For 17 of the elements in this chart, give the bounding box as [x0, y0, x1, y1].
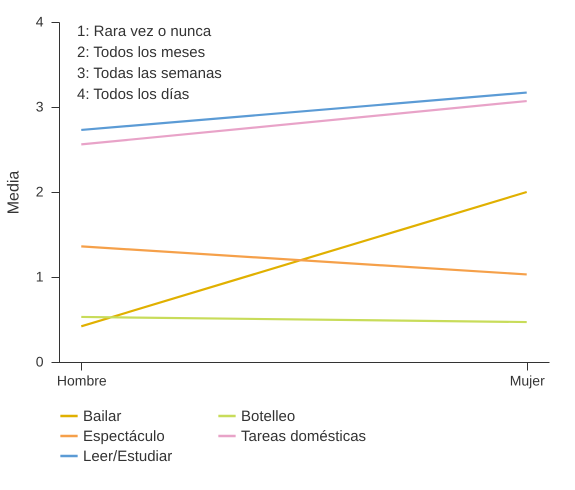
annotation: 4: Todos los días	[77, 86, 190, 103]
annotation: 2: Todos los meses	[77, 44, 206, 61]
legend-label: Espectáculo	[83, 428, 165, 445]
x-tick-label: Mujer	[510, 372, 546, 388]
annotation: 3: Todas las semanas	[77, 65, 222, 82]
legend-label: Bailar	[83, 408, 122, 425]
y-tick-label: 3	[36, 98, 44, 114]
legend-label: Leer/Estudiar	[83, 448, 172, 465]
y-axis-title: Media	[6, 170, 23, 214]
y-tick-label: 4	[36, 14, 44, 30]
y-tick-label: 2	[36, 184, 44, 200]
legend-label: Tareas domésticas	[241, 428, 366, 445]
y-tick-label: 0	[36, 354, 44, 370]
annotation: 1: Rara vez o nunca	[77, 23, 212, 40]
x-tick-label: Hombre	[56, 372, 107, 388]
legend-label: Botelleo	[241, 408, 296, 425]
y-tick-label: 1	[36, 268, 44, 284]
